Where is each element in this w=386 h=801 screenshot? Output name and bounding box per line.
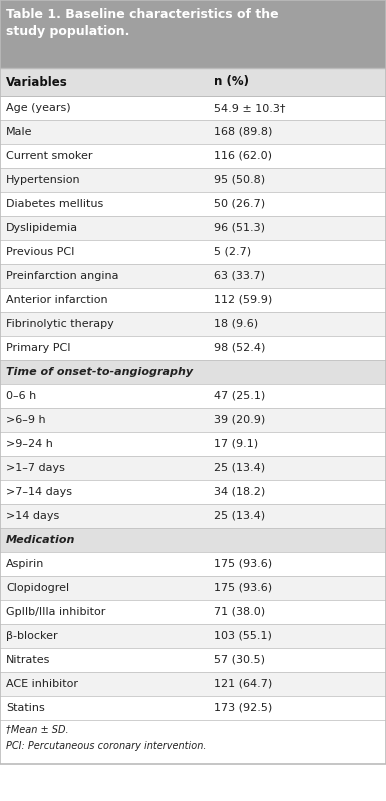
Text: >6–9 h: >6–9 h <box>6 415 46 425</box>
Text: 17 (9.1): 17 (9.1) <box>215 439 259 449</box>
Bar <box>0 360 386 384</box>
Text: Age (years): Age (years) <box>6 103 71 113</box>
Text: >14 days: >14 days <box>6 511 59 521</box>
Text: 25 (13.4): 25 (13.4) <box>215 511 266 521</box>
Text: 63 (33.7): 63 (33.7) <box>215 271 266 281</box>
Text: Diabetes mellitus: Diabetes mellitus <box>6 199 103 209</box>
Text: †Mean ± SD.: †Mean ± SD. <box>6 724 69 734</box>
Text: 25 (13.4): 25 (13.4) <box>215 463 266 473</box>
Bar <box>0 696 386 720</box>
Bar <box>0 408 386 432</box>
Text: 71 (38.0): 71 (38.0) <box>215 607 266 617</box>
Text: 121 (64.7): 121 (64.7) <box>215 679 273 689</box>
Text: 175 (93.6): 175 (93.6) <box>215 583 273 593</box>
Text: >1–7 days: >1–7 days <box>6 463 65 473</box>
Text: 50 (26.7): 50 (26.7) <box>215 199 266 209</box>
Bar <box>0 552 386 576</box>
Bar <box>0 216 386 240</box>
Text: 175 (93.6): 175 (93.6) <box>215 559 273 569</box>
Text: Statins: Statins <box>6 703 45 713</box>
Text: Primary PCI: Primary PCI <box>6 343 71 353</box>
Text: Nitrates: Nitrates <box>6 655 51 665</box>
Text: 112 (59.9): 112 (59.9) <box>215 295 273 305</box>
Bar <box>0 68 386 96</box>
Bar <box>0 384 386 408</box>
Bar <box>0 720 386 764</box>
Text: Clopidogrel: Clopidogrel <box>6 583 69 593</box>
Text: 34 (18.2): 34 (18.2) <box>215 487 266 497</box>
Bar <box>0 600 386 624</box>
Bar <box>0 192 386 216</box>
Bar <box>0 432 386 456</box>
Text: 57 (30.5): 57 (30.5) <box>215 655 266 665</box>
Bar <box>0 336 386 360</box>
Text: 0–6 h: 0–6 h <box>6 391 36 401</box>
Bar <box>0 288 386 312</box>
Bar <box>0 240 386 264</box>
Bar <box>0 144 386 168</box>
Bar <box>0 672 386 696</box>
Text: n (%): n (%) <box>215 75 249 88</box>
Text: 39 (20.9): 39 (20.9) <box>215 415 266 425</box>
Text: Current smoker: Current smoker <box>6 151 93 161</box>
Text: Table 1. Baseline characteristics of the
study population.: Table 1. Baseline characteristics of the… <box>6 8 279 38</box>
Text: Aspirin: Aspirin <box>6 559 44 569</box>
Text: 168 (89.8): 168 (89.8) <box>215 127 273 137</box>
Text: Preinfarction angina: Preinfarction angina <box>6 271 119 281</box>
Text: 98 (52.4): 98 (52.4) <box>215 343 266 353</box>
Text: 173 (92.5): 173 (92.5) <box>215 703 273 713</box>
Text: 5 (2.7): 5 (2.7) <box>215 247 252 257</box>
Bar <box>0 504 386 528</box>
Text: Male: Male <box>6 127 32 137</box>
Bar <box>0 168 386 192</box>
Bar <box>0 528 386 552</box>
Bar <box>0 648 386 672</box>
Text: 96 (51.3): 96 (51.3) <box>215 223 266 233</box>
Bar <box>0 96 386 120</box>
Bar <box>0 456 386 480</box>
Text: Fibrinolytic therapy: Fibrinolytic therapy <box>6 319 114 329</box>
Text: 103 (55.1): 103 (55.1) <box>215 631 272 641</box>
Bar <box>0 480 386 504</box>
Text: 54.9 ± 10.3†: 54.9 ± 10.3† <box>215 103 286 113</box>
Bar <box>0 624 386 648</box>
Text: ACE inhibitor: ACE inhibitor <box>6 679 78 689</box>
Text: 47 (25.1): 47 (25.1) <box>215 391 266 401</box>
Bar <box>0 0 386 68</box>
Bar <box>0 312 386 336</box>
Text: Variables: Variables <box>6 75 68 88</box>
Bar <box>0 120 386 144</box>
Text: 18 (9.6): 18 (9.6) <box>215 319 259 329</box>
Bar <box>0 264 386 288</box>
Text: GpIIb/IIIa inhibitor: GpIIb/IIIa inhibitor <box>6 607 105 617</box>
Text: >9–24 h: >9–24 h <box>6 439 53 449</box>
Text: 116 (62.0): 116 (62.0) <box>215 151 273 161</box>
Text: β-blocker: β-blocker <box>6 631 58 641</box>
Text: Previous PCI: Previous PCI <box>6 247 74 257</box>
Text: 95 (50.8): 95 (50.8) <box>215 175 266 185</box>
Text: PCI: Percutaneous coronary intervention.: PCI: Percutaneous coronary intervention. <box>6 741 207 751</box>
Text: Anterior infarction: Anterior infarction <box>6 295 108 305</box>
Text: >7–14 days: >7–14 days <box>6 487 72 497</box>
Text: Time of onset-to-angiography: Time of onset-to-angiography <box>6 367 193 377</box>
Text: Hypertension: Hypertension <box>6 175 81 185</box>
Text: Medication: Medication <box>6 535 75 545</box>
Bar <box>0 576 386 600</box>
Text: Dyslipidemia: Dyslipidemia <box>6 223 78 233</box>
